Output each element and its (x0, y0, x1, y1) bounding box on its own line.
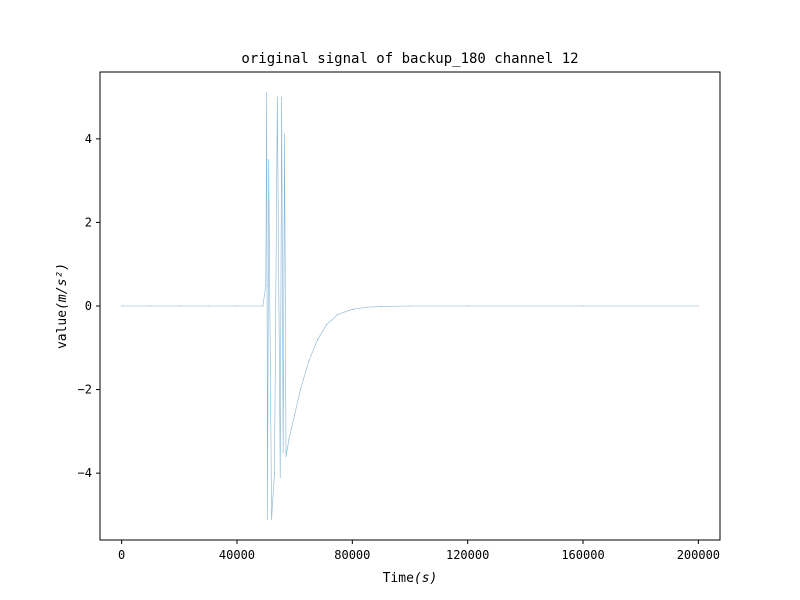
x-tick-label: 120000 (446, 548, 489, 562)
x-tick-label: 200000 (677, 548, 720, 562)
x-axis-title: Time(s) (383, 571, 438, 586)
signal-point (299, 389, 301, 391)
x-tick-label: 160000 (561, 548, 604, 562)
x-tick-label: 80000 (334, 548, 370, 562)
signal-point (207, 305, 209, 307)
signal-point (285, 455, 287, 457)
y-axis-title: value(m/s²) (55, 263, 70, 349)
signal-point (409, 305, 411, 307)
x-tick-label: 40000 (219, 548, 255, 562)
signal-point (178, 305, 180, 307)
signal-point (267, 518, 269, 520)
signal-point (276, 96, 278, 98)
signal-point (121, 305, 123, 307)
signal-point (294, 414, 296, 416)
y-axis-label: value (55, 310, 70, 349)
signal-point (697, 305, 699, 307)
y-tick-label: −4 (78, 466, 92, 480)
chart-title: original signal of backup_180 channel 12 (241, 51, 578, 67)
y-tick-label: 2 (85, 215, 92, 229)
signal-point (467, 305, 469, 307)
y-tick-label: 4 (85, 132, 92, 146)
signal-point (265, 284, 267, 286)
signal-point (351, 308, 353, 310)
signal-point (271, 518, 273, 520)
signal-point (325, 324, 327, 326)
signal-point (317, 338, 319, 340)
signal-point (149, 305, 151, 307)
signal-point (262, 305, 264, 307)
signal-point (266, 92, 268, 94)
signal-point (366, 306, 368, 308)
signal-point (337, 313, 339, 315)
y-tick-label: −2 (78, 383, 92, 397)
x-axis-unit: (s) (414, 571, 437, 586)
signal-point (279, 476, 281, 478)
signal-point (282, 451, 284, 453)
signal-point (380, 305, 382, 307)
plot-area (121, 92, 699, 520)
signal-point (236, 305, 238, 307)
signal-point (582, 305, 584, 307)
signal-line (121, 92, 699, 520)
axes: 0 40000 80000 120000 160000 200000 −4 −2 0 2 4 (78, 132, 721, 562)
x-tick-label: 0 (118, 548, 125, 562)
signal-point (281, 96, 283, 98)
x-axis-label: Time (383, 571, 414, 586)
signal-point (284, 134, 286, 136)
signal-point (273, 472, 275, 474)
signal-point (288, 439, 290, 441)
signal-point (308, 359, 310, 361)
y-axis-unit: (m/s²) (55, 263, 70, 310)
y-tick-label: 0 (85, 299, 92, 313)
signal-point (268, 159, 270, 161)
